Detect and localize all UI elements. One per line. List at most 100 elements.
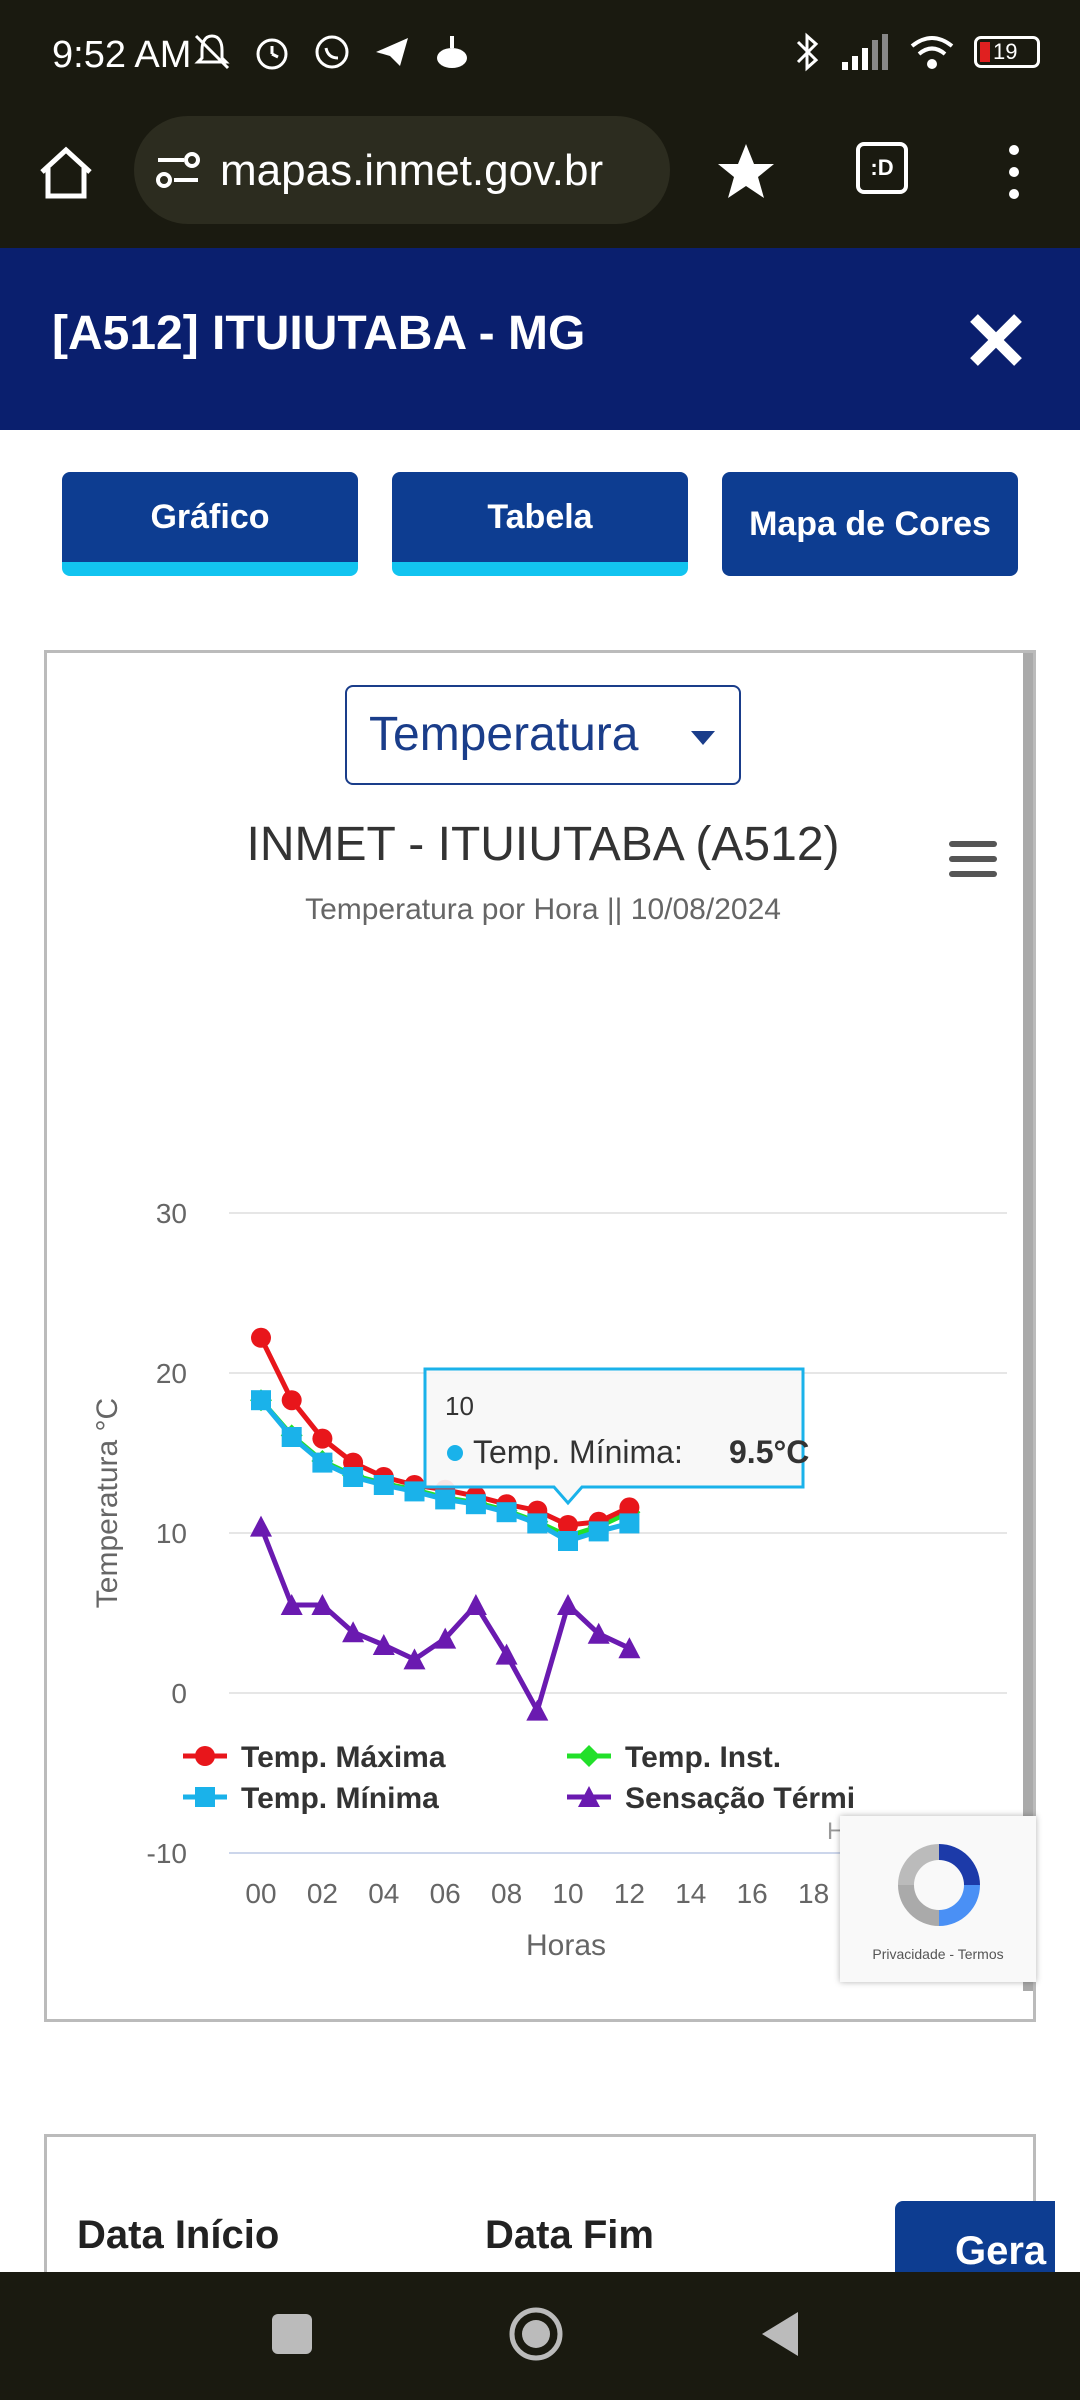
- x-tick-label: 04: [368, 1878, 399, 1909]
- tab-tabela-label: Tabela: [487, 497, 593, 536]
- y-tick-label: -10: [147, 1838, 187, 1869]
- back-icon[interactable]: [758, 2308, 802, 2360]
- data-point: [495, 1643, 518, 1665]
- legend-item-label: Sensação Térmi: [625, 1782, 855, 1815]
- data-point: [280, 1594, 303, 1615]
- telegram-icon: [376, 38, 408, 66]
- data-point: [311, 1594, 334, 1615]
- data-point: [527, 1513, 548, 1534]
- chevron-down-icon: [691, 731, 715, 745]
- browser-toolbar: mapas.inmet.gov.br :D: [0, 116, 1080, 248]
- whatsapp-icon: [315, 35, 349, 69]
- y-tick-label: 30: [156, 1198, 187, 1229]
- battery-icon: 19: [974, 36, 1040, 68]
- bluetooth-icon: [796, 32, 819, 72]
- recaptcha-links[interactable]: Privacidade - Termos: [872, 1946, 1004, 1962]
- home-icon[interactable]: [36, 144, 96, 200]
- battery-level: 19: [993, 39, 1018, 64]
- x-tick-label: 08: [491, 1878, 522, 1909]
- variable-select-value: Temperatura: [369, 708, 639, 761]
- data-point: [578, 1786, 600, 1807]
- tooltip-box: [423, 1367, 805, 1506]
- variable-select[interactable]: Temperatura: [345, 685, 741, 785]
- tab-grafico-label: Gráfico: [150, 497, 270, 536]
- data-point: [556, 1594, 579, 1615]
- recaptcha-badge[interactable]: Privacidade - Termos: [840, 1816, 1036, 1982]
- status-icons-left: [190, 30, 474, 74]
- date-form-card: Data Início Data Fim Gera: [44, 2134, 1055, 2291]
- series-line: [258, 1525, 631, 1714]
- tooltip-series-dot: [447, 1445, 463, 1461]
- data-point: [250, 1515, 272, 1537]
- status-icons-right: 19: [792, 30, 1040, 74]
- tab-tabela[interactable]: Tabela: [392, 472, 688, 576]
- tab-mapa-de-cores[interactable]: Mapa de Cores: [722, 472, 1018, 576]
- temperature-chart: 3020100-10000204060810121416182022HorasT…: [91, 1198, 1007, 1962]
- home-nav-icon[interactable]: [508, 2306, 564, 2362]
- silent-icon: [194, 34, 230, 70]
- tabs-button-label: :D: [870, 155, 894, 180]
- data-point: [281, 1427, 302, 1447]
- x-tick-label: 10: [552, 1878, 583, 1909]
- station-header: [A512] ITUIUTABA - MG: [0, 248, 1080, 430]
- view-tabs: Gráfico Tabela Mapa de Cores: [0, 472, 1080, 582]
- data-point: [343, 1467, 364, 1487]
- chart-card: Temperatura INMET - ITUIUTABA (A512) Tem…: [44, 650, 1036, 2022]
- data-point: [526, 1699, 549, 1721]
- recents-icon[interactable]: [270, 2312, 314, 2356]
- y-axis-title: Temperatura °C: [91, 1398, 124, 1608]
- close-icon[interactable]: [966, 310, 1026, 370]
- data-point: [372, 1634, 395, 1655]
- data-point: [251, 1327, 271, 1348]
- y-tick-label: 20: [156, 1358, 187, 1389]
- url-text: mapas.inmet.gov.br: [220, 146, 604, 195]
- data-point: [251, 1390, 271, 1411]
- data-point: [312, 1452, 333, 1473]
- legend-item-label: Temp. Mínima: [241, 1782, 439, 1815]
- y-tick-label: 10: [156, 1518, 187, 1549]
- data-point: [435, 1489, 456, 1510]
- system-nav-bar: [0, 2272, 1080, 2400]
- wifi-icon: [910, 36, 954, 69]
- signal-icon: [842, 34, 888, 70]
- data-point: [373, 1475, 394, 1495]
- status-time: 9:52 AM: [52, 34, 192, 76]
- tooltip-value: 9.5°C: [729, 1434, 809, 1470]
- more-menu-icon[interactable]: [1002, 142, 1026, 202]
- legend-item-label: Temp. Inst.: [625, 1741, 781, 1774]
- data-point: [557, 1531, 578, 1551]
- x-axis-title: Horas: [526, 1929, 606, 1962]
- tooltip-label: Temp. Mínima:: [473, 1434, 683, 1470]
- tabs-button[interactable]: :D: [856, 142, 908, 194]
- url-field[interactable]: mapas.inmet.gov.br: [134, 116, 670, 224]
- status-bar: 9:52 AM 19: [0, 0, 1080, 116]
- data-point: [557, 1515, 578, 1535]
- data-point: [404, 1481, 425, 1502]
- x-tick-label: 06: [430, 1878, 461, 1909]
- x-tick-label: 00: [245, 1878, 276, 1909]
- y-tick-label: 0: [171, 1678, 187, 1709]
- bookmark-star-icon[interactable]: [716, 142, 776, 200]
- chart-subtitle: Temperatura por Hora || 10/08/2024: [305, 893, 781, 926]
- tab-grafico[interactable]: Gráfico: [62, 472, 358, 576]
- tooltip-header: 10: [445, 1391, 474, 1421]
- data-point: [342, 1621, 365, 1643]
- x-tick-label: 02: [307, 1878, 338, 1909]
- data-point: [434, 1627, 457, 1649]
- start-date-label: Data Início: [77, 2213, 280, 2257]
- data-point: [464, 1594, 487, 1615]
- data-point: [578, 1745, 600, 1767]
- chart-menu-icon[interactable]: [949, 839, 997, 879]
- data-point: [403, 1648, 426, 1670]
- x-tick-label: 18: [798, 1878, 829, 1909]
- data-point: [281, 1390, 302, 1411]
- x-tick-label: 16: [737, 1878, 768, 1909]
- data-point: [195, 1787, 215, 1807]
- site-settings-icon[interactable]: [154, 150, 202, 190]
- legend-item-label: Temp. Máxima: [241, 1741, 446, 1774]
- data-point: [619, 1497, 640, 1518]
- x-tick-label: 12: [614, 1878, 645, 1909]
- data-point: [195, 1746, 215, 1766]
- app-icon: [437, 36, 467, 68]
- data-point: [619, 1513, 640, 1534]
